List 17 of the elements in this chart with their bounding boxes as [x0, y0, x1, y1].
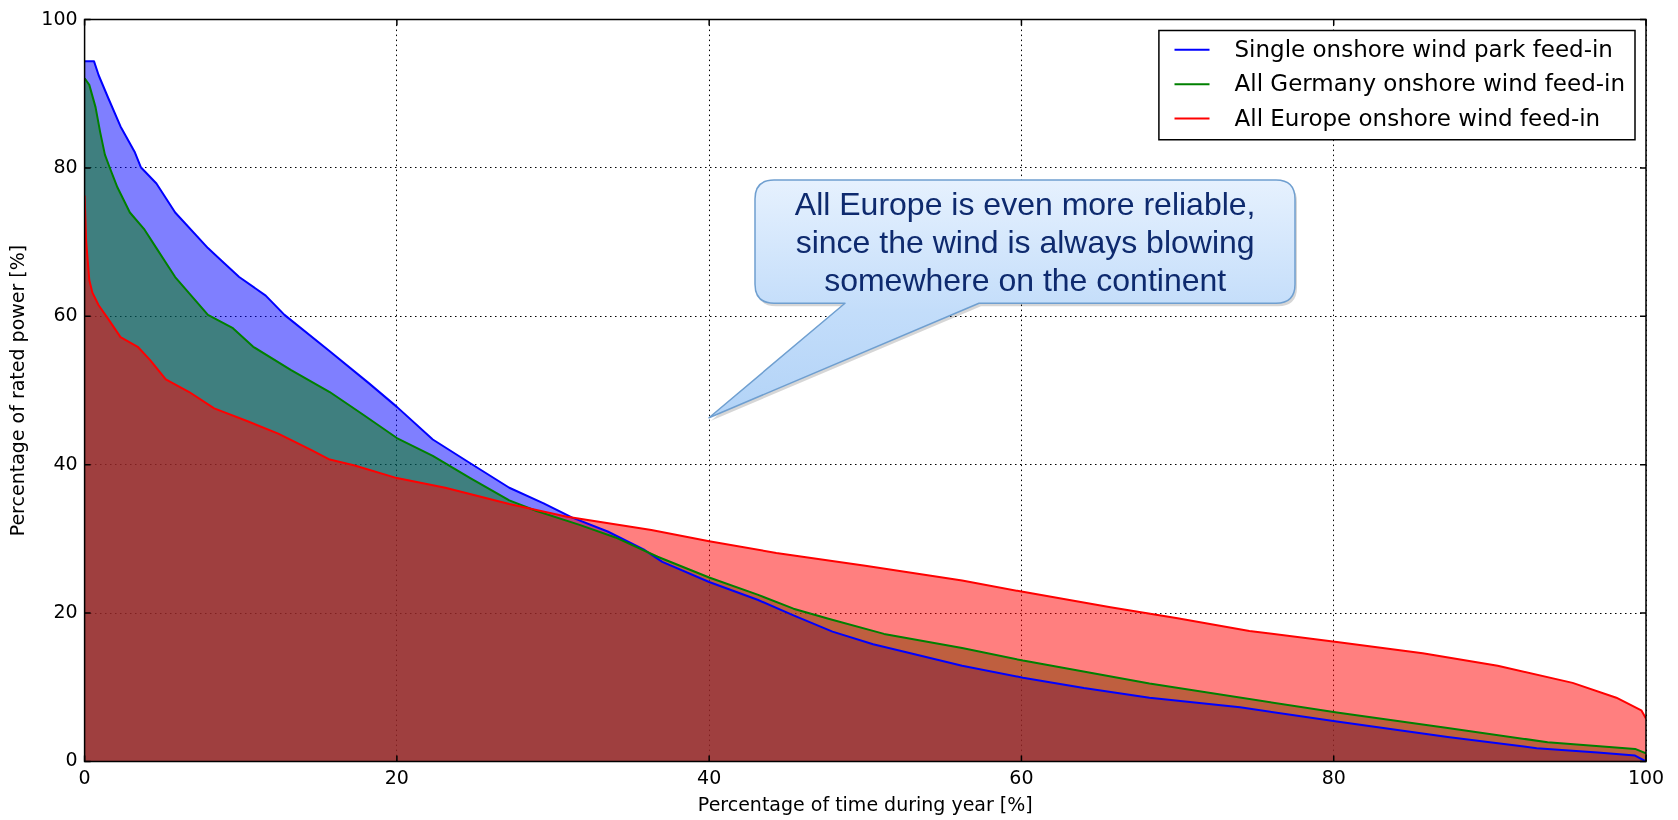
x-tick-label: 40	[697, 765, 722, 788]
y-tick-label: 20	[53, 600, 78, 623]
legend-label: Single onshore wind park feed-in	[1234, 35, 1613, 62]
legend-label: All Europe onshore wind feed-in	[1234, 104, 1601, 131]
y-tick-label: 40	[53, 451, 78, 474]
annotation: All Europe is even more reliable, since the wind is always blowing somewhere on the continent	[793, 184, 1257, 300]
y-axis-title: Percentage of rated power [%]	[6, 244, 29, 537]
x-tick-label: 60	[1009, 765, 1034, 788]
x-tick-label: 20	[384, 765, 409, 788]
y-tick-label: 0	[65, 748, 78, 771]
y-tick-label: 80	[53, 154, 78, 177]
y-tick-label: 60	[53, 303, 78, 326]
x-axis-title: Percentage of time during year [%]	[697, 792, 1033, 815]
x-tick-label: 80	[1321, 765, 1346, 788]
legend-label: All Germany onshore wind feed-in	[1234, 70, 1626, 97]
x-tick-label: 100	[1627, 765, 1665, 788]
y-tick-label: 100	[41, 6, 78, 29]
